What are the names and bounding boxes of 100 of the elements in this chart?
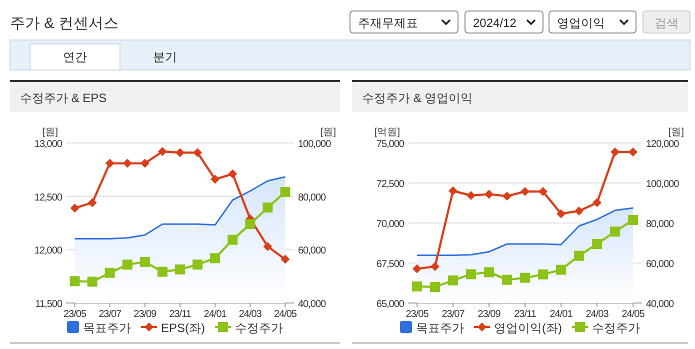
point bbox=[262, 202, 273, 213]
point bbox=[122, 158, 132, 168]
y-tick-label: 70,000 bbox=[376, 219, 405, 230]
point bbox=[538, 269, 548, 280]
x-tick-label: 24/03 bbox=[238, 309, 262, 320]
chart-title: 수정주가 & 영업이익 bbox=[362, 91, 473, 105]
point bbox=[210, 253, 220, 264]
point bbox=[105, 158, 114, 168]
point bbox=[70, 276, 80, 286]
y2-tick-label: 40,000 bbox=[298, 299, 327, 310]
point bbox=[430, 262, 440, 272]
legend-label: 수정주가 bbox=[235, 321, 284, 335]
y-axis-title: [원] bbox=[42, 127, 58, 138]
point bbox=[122, 260, 132, 270]
y2-axis-title: [원] bbox=[668, 127, 684, 138]
text: 검색 bbox=[654, 16, 678, 30]
legend-label: 수정주가 bbox=[592, 321, 640, 335]
x-tick-label: 23/09 bbox=[134, 309, 158, 320]
point bbox=[192, 260, 203, 270]
point bbox=[538, 186, 548, 196]
point bbox=[448, 186, 458, 196]
point bbox=[466, 190, 476, 200]
legend-label: 영업이익(좌) bbox=[494, 321, 562, 335]
chart-title: 수정주가 & EPS bbox=[20, 91, 107, 105]
text: 분기 bbox=[153, 50, 177, 64]
legend-label: EPS(좌) bbox=[160, 321, 206, 335]
y2-tick-label: 120,000 bbox=[646, 139, 680, 150]
y-axis-title: [억원] bbox=[374, 127, 400, 138]
point bbox=[412, 264, 422, 274]
point bbox=[520, 186, 530, 196]
y-tick-label: 12,000 bbox=[34, 246, 63, 257]
point bbox=[228, 234, 238, 245]
legend-label: 목표주가 bbox=[82, 321, 131, 335]
point bbox=[157, 266, 168, 277]
point bbox=[104, 268, 115, 278]
x-tick-label: 24/03 bbox=[586, 309, 610, 320]
x-tick-label: 23/09 bbox=[478, 309, 502, 320]
y-tick-label: 67,500 bbox=[376, 259, 405, 270]
y-tick-label: 13,000 bbox=[34, 139, 63, 150]
x-tick-label: 23/05 bbox=[64, 309, 87, 320]
point bbox=[610, 226, 620, 237]
y2-tick-label: 80,000 bbox=[298, 192, 327, 204]
x-tick-label: 24/05 bbox=[622, 309, 646, 320]
point bbox=[556, 264, 566, 275]
point bbox=[466, 269, 476, 280]
point bbox=[140, 158, 150, 168]
y-tick-label: 75,000 bbox=[376, 139, 405, 150]
text: 주재무제표 bbox=[358, 16, 418, 30]
text: 영업이익 bbox=[557, 16, 605, 30]
point bbox=[502, 274, 512, 285]
point bbox=[140, 256, 150, 267]
point bbox=[228, 169, 238, 178]
x-tick-label: 23/11 bbox=[514, 309, 537, 320]
text: 주가 & 컨센서스 bbox=[10, 15, 118, 32]
y-tick-label: 11,500 bbox=[35, 299, 63, 310]
point bbox=[175, 264, 185, 274]
x-tick-label: 23/07 bbox=[98, 309, 122, 320]
point bbox=[556, 209, 566, 218]
x-tick-label: 23/11 bbox=[169, 309, 192, 320]
y-tick-label: 12,500 bbox=[34, 192, 63, 204]
x-tick-label: 24/01 bbox=[204, 309, 228, 320]
y2-tick-label: 60,000 bbox=[298, 246, 327, 257]
y2-tick-label: 100,000 bbox=[646, 179, 680, 190]
point bbox=[280, 187, 290, 198]
text: 2024/12 bbox=[473, 16, 517, 30]
y2-tick-label: 60,000 bbox=[646, 259, 675, 270]
point bbox=[176, 148, 184, 158]
y2-tick-label: 100,000 bbox=[298, 139, 332, 150]
point bbox=[245, 219, 256, 230]
point bbox=[592, 198, 602, 208]
y2-axis-title: [원] bbox=[320, 127, 336, 138]
point bbox=[592, 239, 602, 249]
point bbox=[484, 267, 494, 278]
point bbox=[87, 276, 98, 287]
point bbox=[88, 198, 97, 208]
point bbox=[628, 215, 638, 225]
point bbox=[448, 275, 458, 286]
point bbox=[193, 148, 202, 158]
y-tick-label: 72,500 bbox=[376, 179, 405, 190]
x-tick-label: 23/05 bbox=[406, 309, 430, 320]
y2-tick-label: 80,000 bbox=[646, 219, 675, 230]
point bbox=[70, 204, 80, 213]
x-tick-label: 23/07 bbox=[442, 309, 466, 320]
x-tick-label: 24/05 bbox=[274, 309, 298, 320]
y-tick-label: 65,000 bbox=[376, 299, 405, 310]
x-tick-label: 24/01 bbox=[550, 309, 574, 320]
point bbox=[158, 147, 167, 156]
y2-tick-label: 40,000 bbox=[646, 299, 675, 310]
legend-label: 목표주가 bbox=[416, 321, 464, 335]
text: 연간 bbox=[63, 50, 87, 64]
point bbox=[263, 242, 272, 251]
point bbox=[628, 147, 638, 156]
point bbox=[502, 192, 512, 201]
point bbox=[574, 206, 584, 216]
point bbox=[210, 174, 220, 184]
point bbox=[610, 147, 620, 156]
point bbox=[574, 250, 584, 261]
point bbox=[430, 282, 440, 292]
point bbox=[412, 281, 422, 292]
point bbox=[484, 190, 494, 199]
